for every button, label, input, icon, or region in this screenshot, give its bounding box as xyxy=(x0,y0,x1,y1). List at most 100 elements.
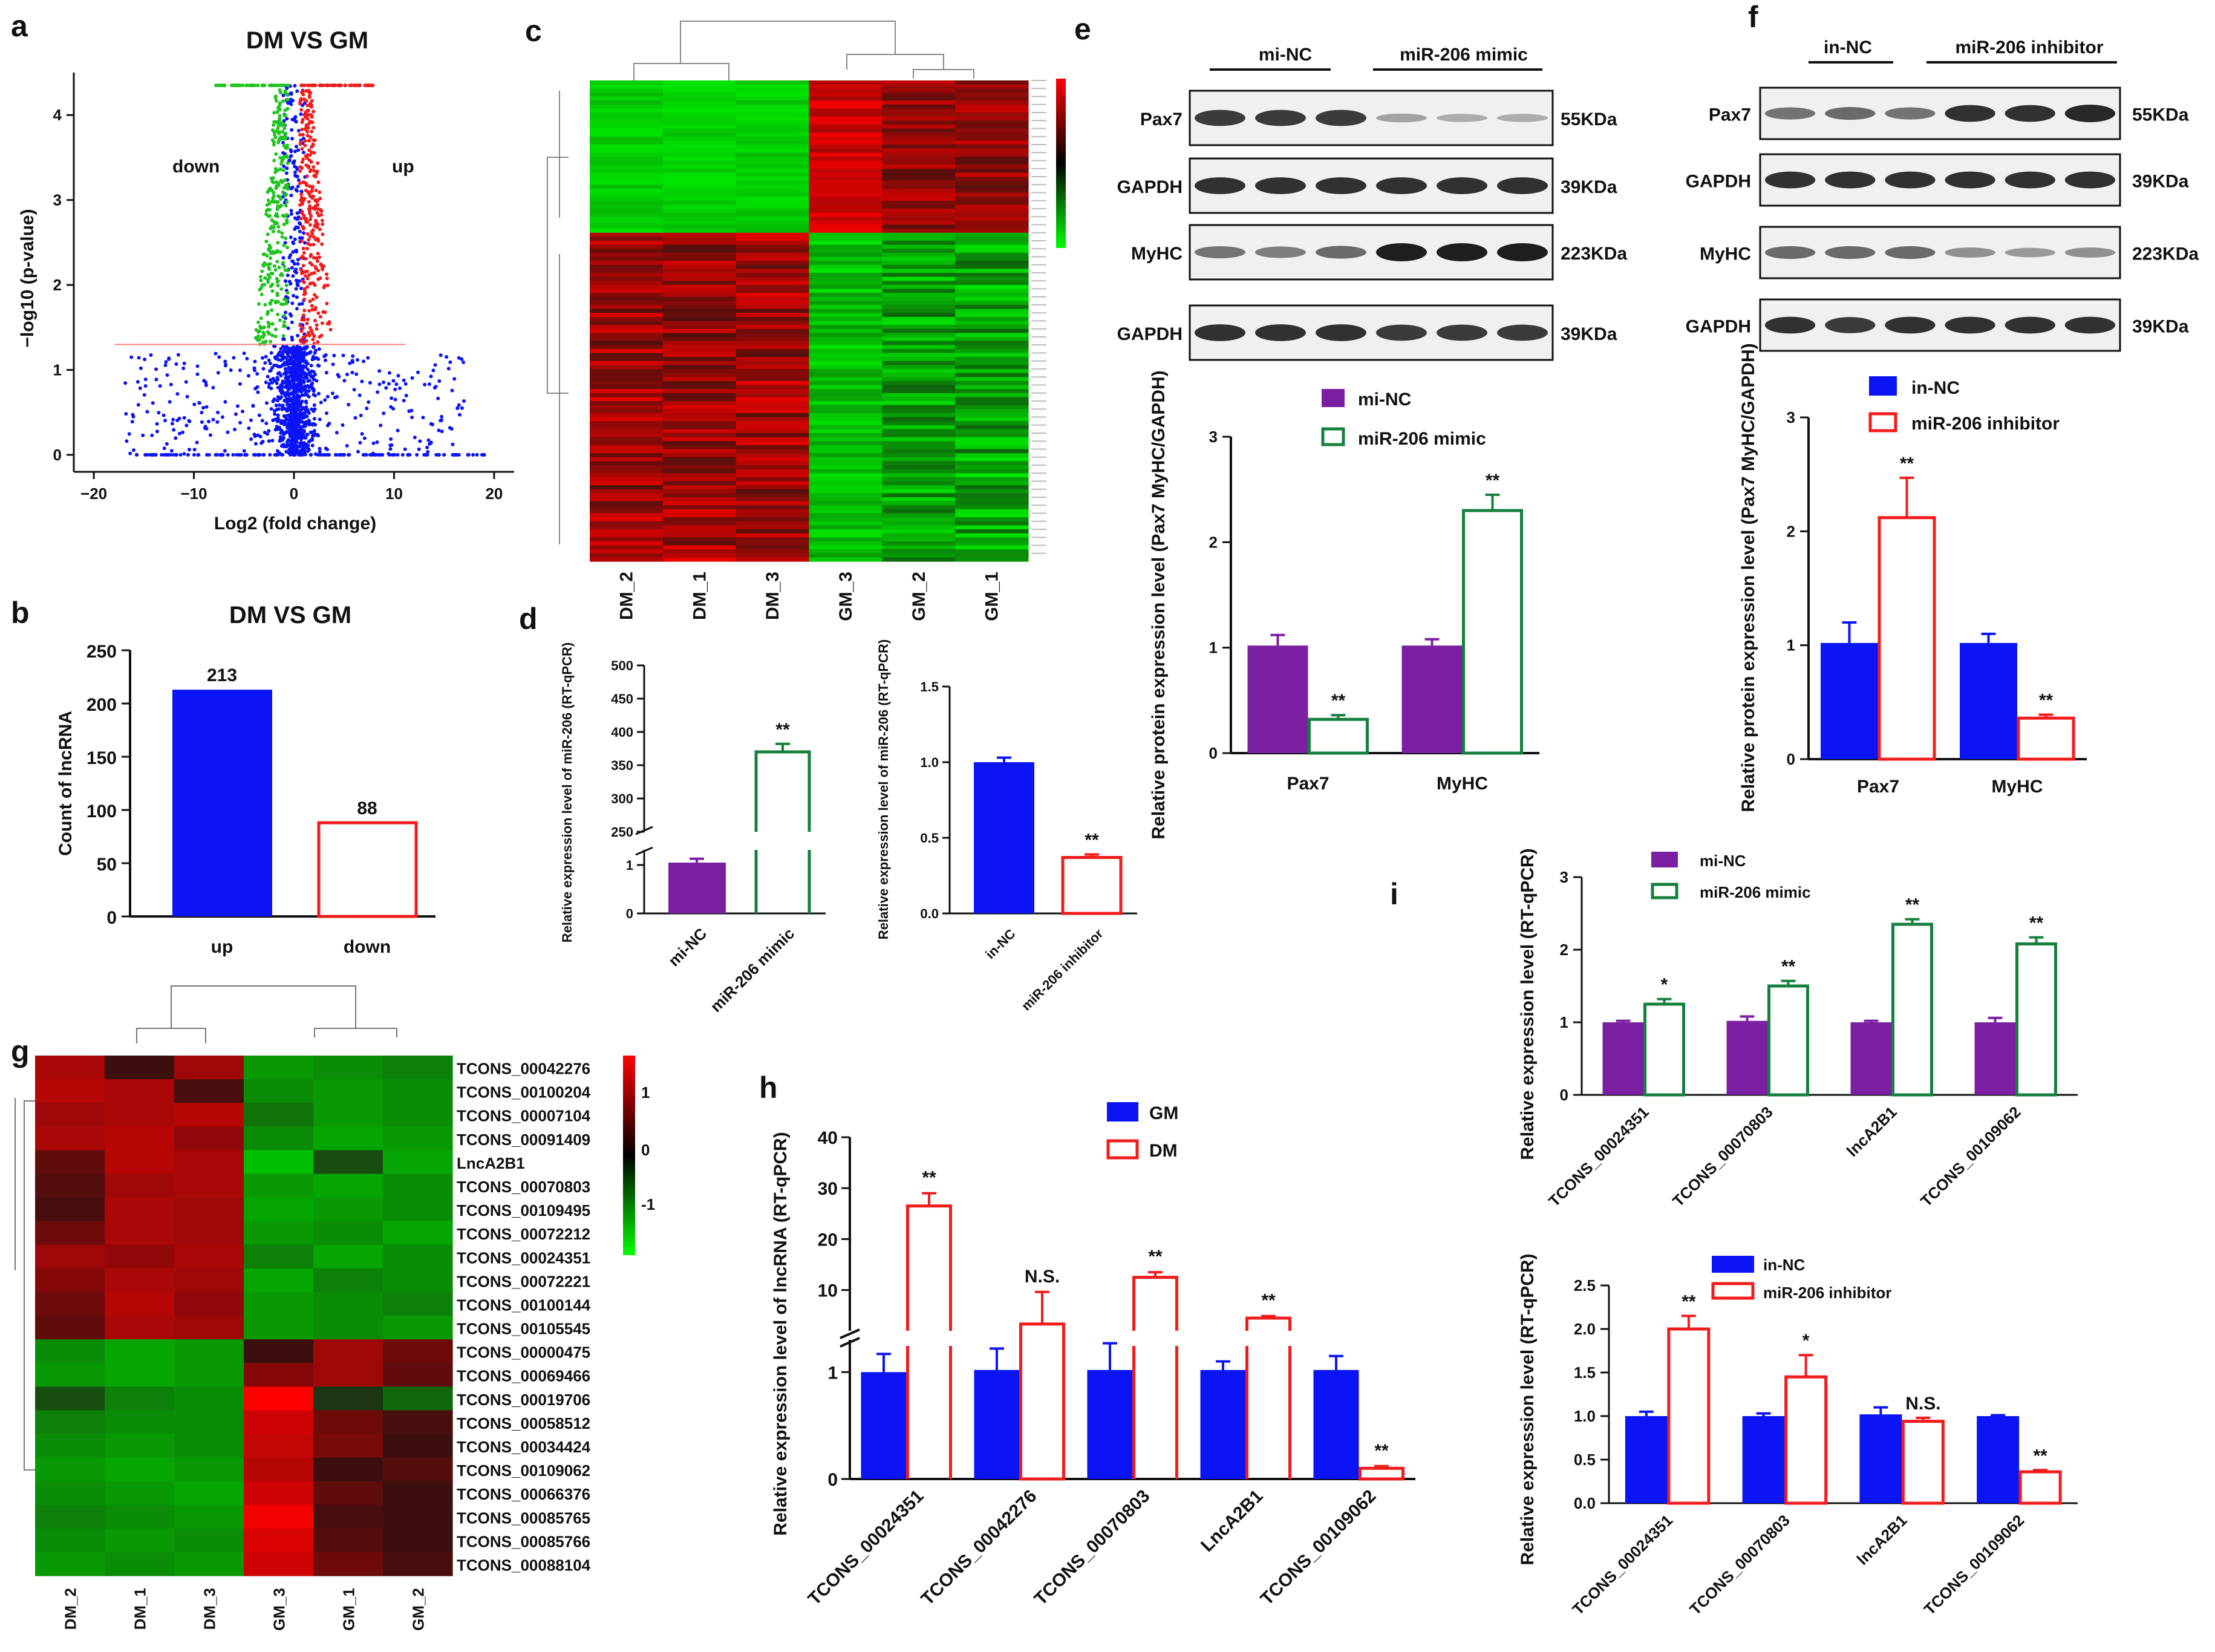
heatmap-cell xyxy=(174,1197,244,1222)
volcano-point xyxy=(286,370,290,374)
volcano-point xyxy=(281,140,285,145)
volcano-point xyxy=(313,293,317,297)
volcano-point xyxy=(312,235,316,239)
volcano-point xyxy=(270,308,274,312)
volcano-point xyxy=(292,403,296,407)
heatmap-cell xyxy=(809,229,882,233)
heatmap-cell xyxy=(882,80,956,85)
volcano-point xyxy=(291,384,295,388)
heatmap-cell xyxy=(809,145,882,149)
heatmap-cell xyxy=(882,465,956,470)
volcano-point xyxy=(352,388,356,392)
volcano-point xyxy=(282,83,286,88)
volcano-point xyxy=(281,452,285,457)
heatmap-cell xyxy=(736,108,810,113)
bar-category-label: Pax7 xyxy=(1857,777,1899,797)
heatmap-cell xyxy=(736,284,810,290)
heatmap-cell xyxy=(662,132,737,137)
volcano-point xyxy=(332,353,336,357)
blot-size-label: 223KDa xyxy=(2132,244,2199,264)
significance-mark: ** xyxy=(775,720,790,740)
blot-band xyxy=(1825,106,1876,120)
volcano-point xyxy=(303,127,307,131)
heatmap-cell xyxy=(590,296,664,301)
volcano-point xyxy=(343,83,347,88)
volcano-y-tick-label: 3 xyxy=(53,191,62,209)
heatmap-cell xyxy=(590,156,664,162)
volcano-point xyxy=(136,403,140,407)
volcano-point xyxy=(307,394,311,399)
blot-band xyxy=(1885,171,1936,189)
volcano-point xyxy=(382,380,385,384)
volcano-point xyxy=(293,116,297,120)
heatmap-cell xyxy=(955,100,1029,105)
volcano-point xyxy=(289,235,293,240)
volcano-point xyxy=(315,171,319,175)
panel-g-column-labels: DM_2 DM_1 DM_3 GM_3 GM_1 GM_2 xyxy=(62,1588,428,1631)
volcano-point xyxy=(305,285,310,289)
heatmap-cell xyxy=(809,409,882,414)
blot-band xyxy=(1497,177,1548,194)
heatmap-cell xyxy=(736,96,810,101)
heatmap-cell xyxy=(35,1197,105,1222)
blot-band xyxy=(1316,177,1366,194)
heatmap-cell xyxy=(383,1197,453,1222)
volcano-point xyxy=(299,384,303,388)
volcano-point xyxy=(315,256,319,260)
heatmap-cell xyxy=(809,485,882,490)
heatmap-cell xyxy=(955,341,1029,345)
volcano-point xyxy=(308,452,313,457)
volcano-point xyxy=(277,266,281,270)
volcano-point xyxy=(266,232,270,237)
heatmap-cell xyxy=(882,485,956,490)
heatmap-cell xyxy=(882,88,956,93)
heatmap-cell xyxy=(313,1268,383,1293)
volcano-point xyxy=(371,441,376,445)
heatmap-cell xyxy=(882,289,956,293)
volcano-point xyxy=(273,96,278,100)
blot-band xyxy=(1497,243,1548,261)
heatmap-cell xyxy=(662,533,737,538)
heatmap-cell xyxy=(662,188,737,194)
volcano-point xyxy=(305,362,310,366)
heatmap-cell xyxy=(35,1386,105,1411)
heatmap-cell xyxy=(809,140,882,145)
heatmap-cell xyxy=(882,505,956,510)
volcano-point xyxy=(187,419,191,423)
volcano-point xyxy=(295,211,299,215)
volcano-point xyxy=(313,175,318,179)
heatmap-cell xyxy=(662,80,737,85)
heatmap-cell xyxy=(590,244,664,249)
volcano-point xyxy=(304,163,308,168)
volcano-point xyxy=(181,366,186,370)
heatmap-cell xyxy=(736,380,810,386)
volcano-point xyxy=(204,426,209,431)
volcano-point xyxy=(302,380,306,384)
heatmap-cell xyxy=(105,1056,175,1080)
heatmap-cell xyxy=(882,269,956,273)
volcano-point xyxy=(158,384,162,388)
heatmap-cell xyxy=(590,325,664,330)
significance-mark: ** xyxy=(1905,895,1920,915)
panel-c-row-label-ticks xyxy=(1031,80,1046,554)
heatmap-cell xyxy=(105,1126,175,1151)
volcano-point xyxy=(273,412,277,416)
volcano-point xyxy=(374,452,378,457)
heatmap-cell xyxy=(590,313,664,318)
blot-band xyxy=(1255,324,1306,341)
blot-band xyxy=(1945,171,1995,189)
heatmap-cell xyxy=(383,1268,453,1293)
bar xyxy=(2018,1470,2062,1505)
volcano-point xyxy=(308,204,312,208)
heatmap-cell xyxy=(955,220,1029,226)
volcano-point xyxy=(258,452,262,457)
heatmap-cell xyxy=(590,92,664,97)
heatmap-cell xyxy=(662,229,737,233)
volcano-point xyxy=(273,335,278,338)
volcano-point xyxy=(292,394,296,398)
heatmap-cell xyxy=(662,461,737,466)
significance-mark: N.S. xyxy=(1025,1267,1060,1287)
volcano-point xyxy=(300,318,304,322)
heatmap-cell xyxy=(955,273,1029,278)
